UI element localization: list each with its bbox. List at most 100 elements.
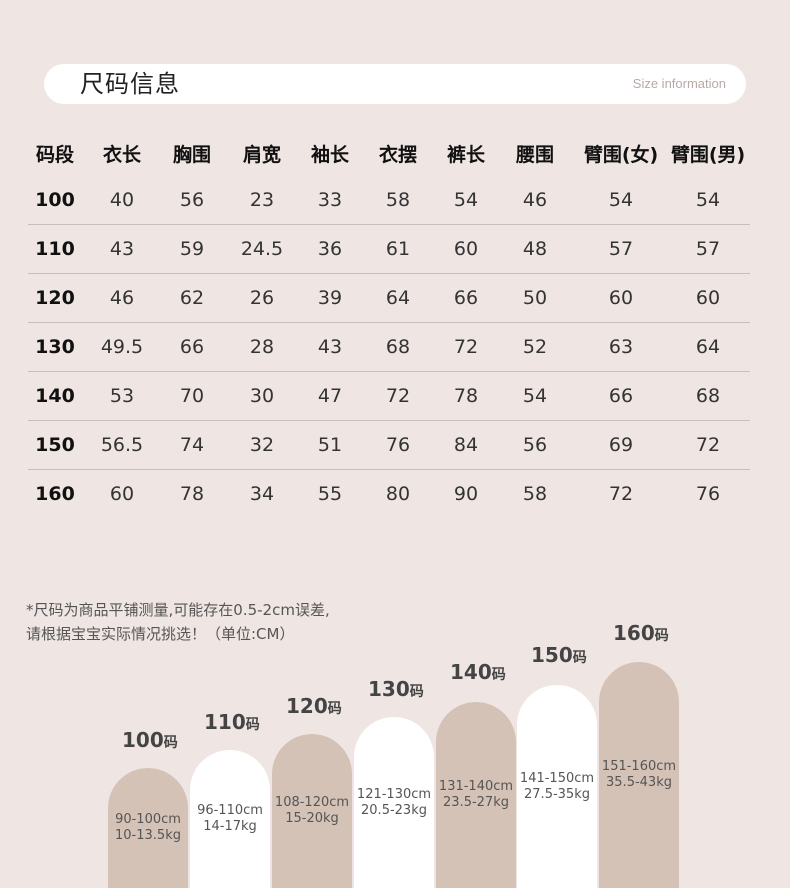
- column-header: 腰围: [515, 143, 554, 166]
- size-column-130: 121-130cm 20.5-23kg: [354, 717, 434, 888]
- table-cell: 23: [249, 189, 275, 211]
- size-label-120: 120码: [286, 694, 342, 718]
- size-number: 150: [531, 643, 573, 667]
- size-unit: 码: [163, 735, 178, 751]
- table-cell: 61: [385, 238, 411, 260]
- weight-range: 35.5-43kg: [606, 775, 672, 790]
- size-unit: 码: [654, 628, 669, 644]
- size-unit: 码: [491, 667, 506, 683]
- column-header: 肩宽: [242, 143, 281, 166]
- table-cell: 56: [522, 434, 548, 456]
- table-cell: 50: [522, 287, 548, 309]
- table-cell: 78: [179, 483, 205, 505]
- weight-range: 14-17kg: [203, 819, 257, 834]
- table-cell: 40: [109, 189, 135, 211]
- note-line-2: 请根据宝宝实际情况挑选！（单位:CM）: [26, 625, 295, 643]
- table-cell: 46: [109, 287, 135, 309]
- height-range: 108-120cm: [274, 795, 350, 810]
- table-row: 130 49.5 66 28 43 68 72 52 63 64: [28, 323, 750, 372]
- header-bar: 尺码信息 Size information: [44, 64, 746, 104]
- measurement-note: *尺码为商品平铺测量,可能存在0.5-2cm误差, 请根据宝宝实际情况挑选！（单…: [26, 598, 330, 646]
- table-cell: 52: [522, 336, 548, 358]
- table-cell: 54: [695, 189, 721, 211]
- size-code-cell: 130: [35, 336, 75, 358]
- table-cell: 60: [695, 287, 721, 309]
- weight-range: 27.5-35kg: [524, 786, 590, 802]
- size-column-150: 141-150cm 27.5-35kg: [517, 685, 597, 888]
- table-cell: 53: [109, 385, 135, 407]
- size-unit: 码: [245, 717, 260, 733]
- table-cell: 64: [695, 336, 721, 358]
- size-label-100: 100码: [122, 728, 178, 752]
- height-range: 141-150cm: [519, 770, 595, 786]
- table-cell: 60: [453, 238, 479, 260]
- table-cell: 72: [385, 385, 411, 407]
- table-cell: 58: [385, 189, 411, 211]
- table-row: 150 56.5 74 32 51 76 84 56 69 72: [28, 421, 750, 470]
- table-cell: 62: [179, 287, 205, 309]
- table-cell: 68: [385, 336, 411, 358]
- height-range: 121-130cm: [356, 786, 432, 802]
- size-number: 160: [613, 621, 655, 645]
- size-number: 120: [286, 694, 328, 718]
- table-cell: 49.5: [100, 336, 144, 358]
- size-label-130: 130码: [368, 677, 424, 701]
- size-column-110: 96-110cm 14-17kg: [190, 750, 270, 888]
- weight-range: 15-20kg: [285, 811, 339, 826]
- table-cell: 46: [522, 189, 548, 211]
- table-row: 140 53 70 30 47 72 78 54 66 68: [28, 372, 750, 421]
- size-number: 140: [450, 660, 492, 684]
- table-cell: 24.5: [240, 238, 284, 260]
- table-cell: 64: [385, 287, 411, 309]
- size-code-cell: 140: [35, 385, 75, 407]
- table-cell: 60: [109, 483, 135, 505]
- table-cell: 59: [179, 238, 205, 260]
- table-header-row: 码段 衣长 胸围 肩宽 袖长 衣摆 裤长 腰围 臂围(女) 臂围(男): [28, 130, 750, 176]
- size-code-cell: 150: [35, 434, 75, 456]
- table-cell: 72: [608, 483, 634, 505]
- table-cell: 30: [249, 385, 275, 407]
- column-header: 衣长: [102, 143, 141, 166]
- table-cell: 70: [179, 385, 205, 407]
- table-row: 110 43 59 24.5 36 61 60 48 57 57: [28, 225, 750, 274]
- table-cell: 90: [453, 483, 479, 505]
- note-line-1: *尺码为商品平铺测量,可能存在0.5-2cm误差,: [26, 601, 330, 619]
- table-cell: 54: [522, 385, 548, 407]
- table-cell: 72: [695, 434, 721, 456]
- height-range: 131-140cm: [438, 779, 514, 794]
- table-cell: 66: [608, 385, 634, 407]
- table-body: 100 40 56 23 33 58 54 46 54 54 110 43 59 24.5 36 61 60 48…: [28, 176, 750, 518]
- table-cell: 54: [453, 189, 479, 211]
- page-subtitle: Size information: [632, 76, 726, 91]
- table-cell: 48: [522, 238, 548, 260]
- size-column-120: 108-120cm 15-20kg: [272, 734, 352, 888]
- weight-range: 10-13.5kg: [115, 828, 181, 843]
- table-cell: 43: [317, 336, 343, 358]
- column-header: 臂围(男): [670, 143, 746, 166]
- height-range: 90-100cm: [115, 812, 181, 827]
- table-cell: 63: [608, 336, 634, 358]
- height-range: 151-160cm: [601, 759, 677, 774]
- size-column-160: 151-160cm 35.5-43kg: [599, 662, 679, 888]
- column-header: 码段: [35, 143, 74, 166]
- table-cell: 55: [317, 483, 343, 505]
- size-table: 码段 衣长 胸围 肩宽 袖长 衣摆 裤长 腰围 臂围(女) 臂围(男) 100 4…: [28, 130, 750, 518]
- size-label-140: 140码: [450, 660, 506, 684]
- size-code-cell: 160: [35, 483, 75, 505]
- table-cell: 56.5: [100, 434, 144, 456]
- size-column-140: 131-140cm 23.5-27kg: [436, 702, 516, 888]
- table-cell: 76: [695, 483, 721, 505]
- size-unit: 码: [327, 701, 342, 717]
- table-cell: 43: [109, 238, 135, 260]
- table-cell: 57: [608, 238, 634, 260]
- column-header: 臂围(女): [583, 143, 659, 166]
- column-header: 裤长: [446, 143, 485, 166]
- table-cell: 66: [179, 336, 205, 358]
- table-cell: 39: [317, 287, 343, 309]
- weight-range: 23.5-27kg: [443, 795, 509, 810]
- table-cell: 51: [317, 434, 343, 456]
- table-cell: 47: [317, 385, 343, 407]
- size-column-100: 90-100cm 10-13.5kg: [108, 768, 188, 888]
- table-cell: 60: [608, 287, 634, 309]
- table-cell: 34: [249, 483, 275, 505]
